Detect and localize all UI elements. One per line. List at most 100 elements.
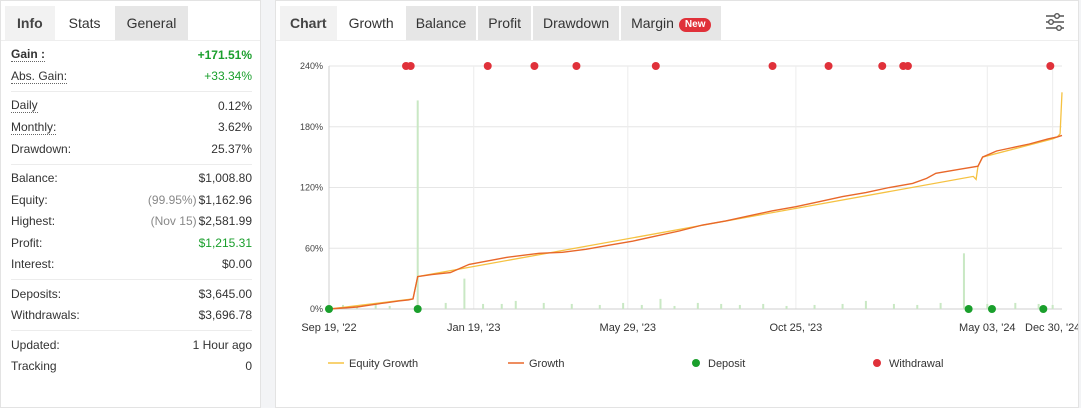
stat-row-gain: Gain : +171.51%	[11, 44, 252, 66]
monthly-label[interactable]: Monthly:	[11, 119, 57, 135]
profit-label: Profit:	[11, 235, 43, 250]
withdrawal-marker	[483, 62, 492, 70]
withdrawal-marker	[651, 62, 660, 70]
abs-gain-value: +33.34%	[204, 69, 252, 84]
stat-row-profit: Profit: $1,215.31	[11, 232, 252, 254]
tracking-value: 0	[245, 359, 252, 374]
equity-growth-line	[328, 92, 1063, 310]
deposit-marker	[413, 305, 422, 313]
stat-row-deposits: Deposits: $3,645.00	[11, 283, 252, 305]
sliders-icon	[1046, 13, 1064, 31]
tab-drawdown[interactable]: Drawdown	[532, 6, 620, 40]
deposit-marker	[987, 305, 996, 313]
volume-bar	[720, 303, 723, 309]
tab-margin[interactable]: Margin New	[621, 6, 722, 40]
daily-label[interactable]: Daily	[11, 98, 38, 114]
updated-label: Updated:	[11, 337, 60, 352]
legend-growth: Growth	[529, 358, 564, 370]
stats-list: Gain : +171.51% Abs. Gain: +33.34% Daily…	[1, 41, 260, 381]
equity-note: (99.95%)	[147, 192, 197, 207]
tab-margin-label: Margin	[631, 15, 674, 31]
tab-stats[interactable]: Stats	[56, 6, 113, 40]
stat-row-drawdown: Drawdown: 25.37%	[11, 138, 252, 160]
volume-bar	[542, 302, 545, 309]
balance-value: $1,008.80	[198, 171, 252, 186]
left-tab-bar: Info Stats General	[1, 1, 260, 41]
volume-bar	[640, 304, 643, 309]
deposit-marker	[964, 305, 973, 313]
stat-row-highest: Highest: (Nov 15) $2,581.99	[11, 211, 252, 233]
stat-row-withdrawals: Withdrawals: $3,696.78	[11, 305, 252, 327]
drawdown-value: 25.37%	[211, 141, 252, 156]
volume-bar	[696, 302, 699, 309]
volume-bar	[939, 302, 942, 309]
profit-value: $1,215.31	[198, 235, 252, 250]
gain-value: +171.51%	[197, 47, 252, 62]
volume-bar	[673, 305, 676, 309]
drawdown-label: Drawdown:	[11, 141, 72, 156]
interest-label: Interest:	[11, 257, 55, 272]
stat-row-abs-gain: Abs. Gain: +33.34%	[11, 66, 252, 88]
stat-row-interest: Interest: $0.00	[11, 254, 252, 276]
deposit-marker	[325, 305, 333, 313]
volume-bar	[444, 302, 447, 309]
volume-bar	[785, 305, 788, 309]
highest-value: $2,581.99	[198, 214, 252, 229]
interest-value: $0.00	[221, 257, 252, 272]
volume-bar	[813, 304, 816, 309]
equity-value: $1,162.96	[198, 192, 252, 207]
stats-group-gain: Gain : +171.51% Abs. Gain: +33.34%	[11, 41, 252, 92]
withdrawal-marker	[1046, 62, 1055, 70]
settings-button[interactable]	[1044, 11, 1066, 33]
stat-row-equity: Equity: (99.95%) $1,162.96	[11, 189, 252, 211]
withdrawal-marker	[878, 62, 887, 70]
legend-deposit-swatch	[692, 359, 700, 367]
volume-bar	[986, 303, 989, 309]
abs-gain-label[interactable]: Abs. Gain:	[11, 68, 68, 84]
withdrawal-marker	[903, 62, 912, 70]
volume-bar	[841, 303, 844, 309]
tab-info[interactable]: Info	[5, 6, 55, 40]
x-tick-label: Dec 30, '24	[1025, 322, 1078, 334]
x-tick-label: May 29, '23	[600, 322, 657, 334]
volume-bar	[762, 303, 765, 309]
deposits-label: Deposits:	[11, 286, 62, 301]
volume-bar	[374, 303, 377, 309]
daily-value: 0.12%	[217, 98, 252, 113]
withdrawals-value: $3,696.78	[198, 308, 252, 323]
growth-line	[328, 134, 1063, 310]
volume-bar	[892, 303, 895, 309]
chart-tab-bar: Chart Growth Balance Profit Drawdown Mar…	[276, 1, 1078, 41]
volume-bar	[463, 278, 466, 309]
tab-balance[interactable]: Balance	[405, 6, 477, 40]
stats-group-account: Balance: $1,008.80 Equity: (99.95%) $1,16…	[11, 165, 252, 280]
stats-group-meta: Updated: 1 Hour ago Tracking 0	[11, 331, 252, 381]
deposits-value: $3,645.00	[198, 286, 252, 301]
volume-bar	[738, 304, 741, 309]
withdrawal-marker	[406, 62, 415, 70]
growth-chart: 0% 60% 120% 180% 240% Sep 19, '22 Jan 19, '23 M…	[300, 61, 1078, 370]
volume-bar	[622, 302, 625, 309]
highest-note: (Nov 15)	[150, 214, 197, 229]
volume-bar	[570, 303, 573, 309]
x-tick-label: Oct 25, '23	[769, 322, 822, 334]
volume-bar	[916, 304, 919, 309]
volume-bar	[659, 298, 662, 309]
withdrawal-marker	[824, 62, 833, 70]
stat-row-monthly: Monthly: 3.62%	[11, 117, 252, 139]
tab-general[interactable]: General	[114, 6, 189, 40]
y-tick-label: 0%	[310, 304, 323, 314]
volume-bar	[388, 305, 391, 309]
volume-bar	[864, 300, 867, 309]
withdrawal-marker	[572, 62, 581, 70]
legend-withdrawal: Withdrawal	[889, 358, 943, 370]
stat-row-tracking: Tracking 0	[11, 356, 252, 378]
tab-growth[interactable]: Growth	[338, 6, 404, 40]
volume-bar	[1014, 302, 1017, 309]
chart-panel: Chart Growth Balance Profit Drawdown Mar…	[275, 0, 1079, 408]
y-tick-label: 60%	[305, 243, 323, 253]
tab-chart[interactable]: Chart	[280, 6, 337, 40]
gain-label[interactable]: Gain :	[11, 47, 46, 63]
tab-profit[interactable]: Profit	[478, 6, 531, 40]
x-tick-label: May 03, '24	[959, 322, 1016, 334]
